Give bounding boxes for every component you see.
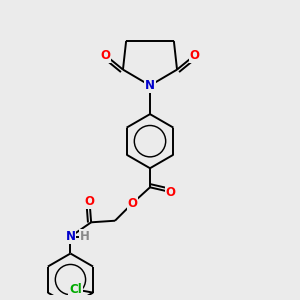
Text: N: N bbox=[145, 79, 155, 92]
Text: O: O bbox=[166, 186, 176, 199]
Text: H: H bbox=[80, 230, 90, 243]
Text: O: O bbox=[100, 49, 110, 62]
Text: O: O bbox=[128, 197, 137, 210]
Text: Cl: Cl bbox=[69, 283, 82, 296]
Text: O: O bbox=[190, 49, 200, 62]
Text: O: O bbox=[85, 195, 94, 208]
Text: N: N bbox=[65, 230, 76, 243]
